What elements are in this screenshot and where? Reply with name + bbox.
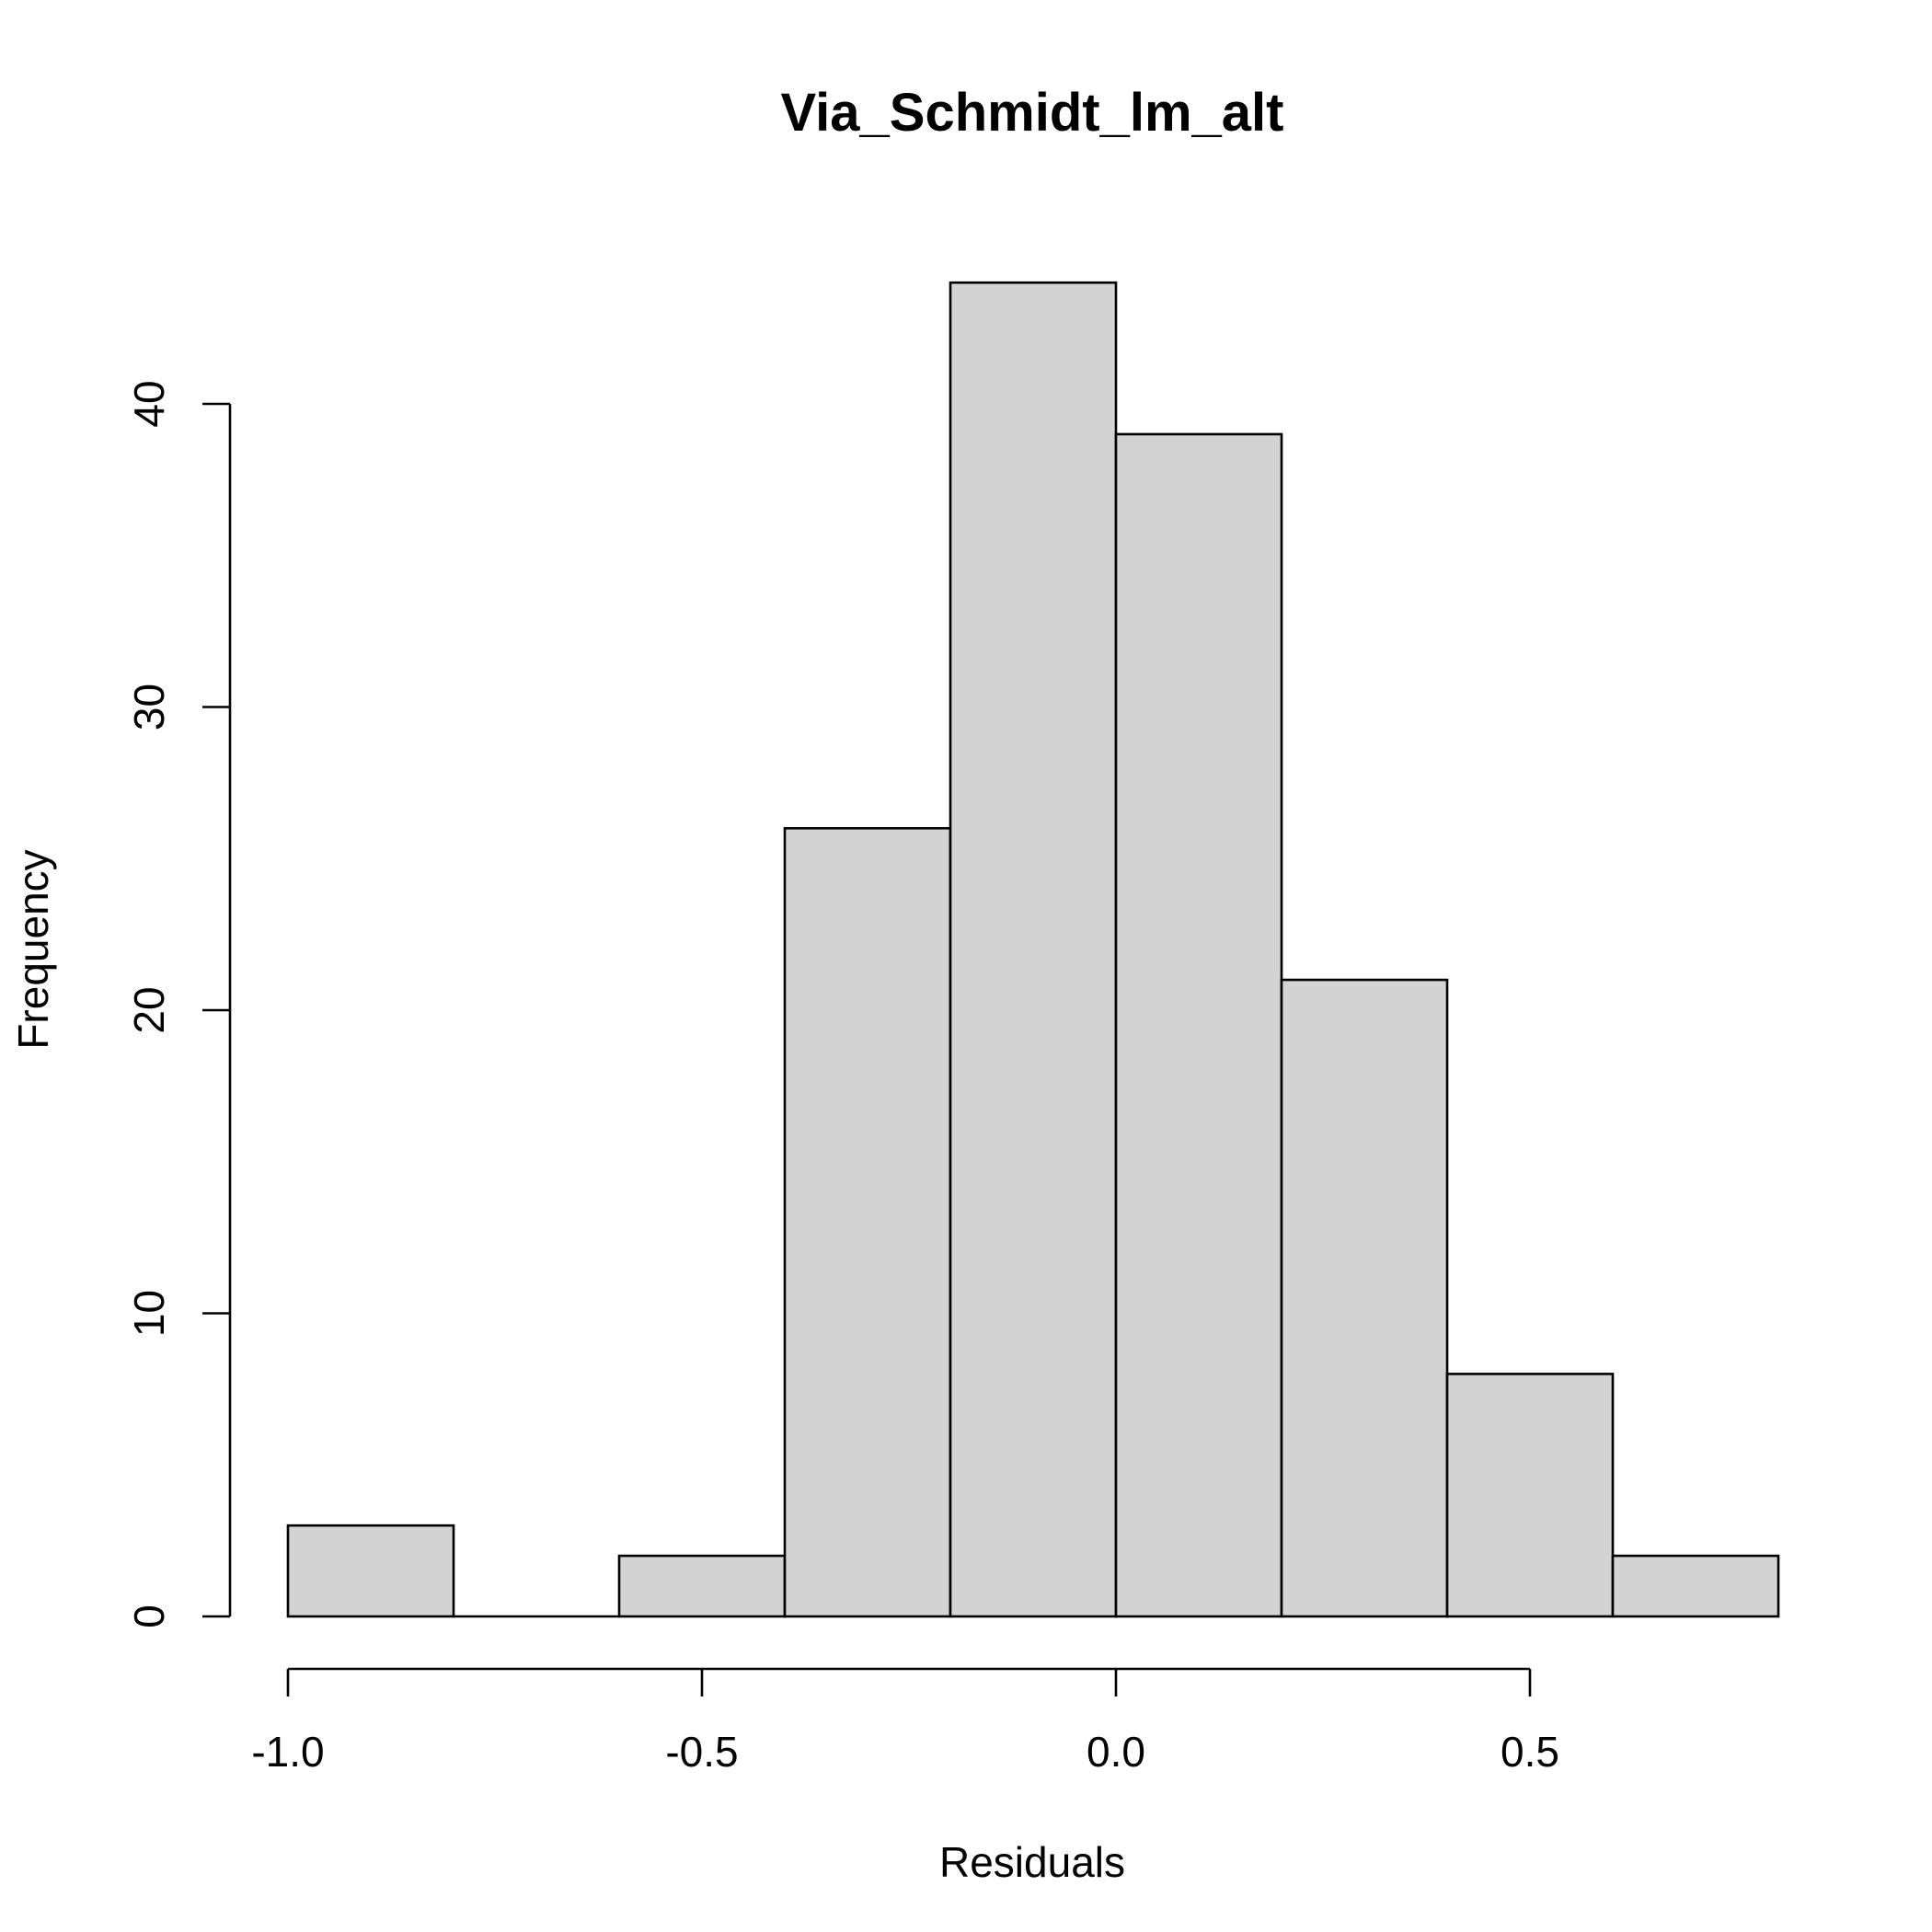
y-tick-label: 0	[125, 1604, 173, 1628]
y-tick-label: 30	[125, 684, 173, 730]
histogram-bar-0	[286, 1524, 455, 1618]
x-axis-label: Residuals	[939, 1838, 1125, 1886]
y-tick-label: 20	[125, 986, 173, 1033]
y-tick-label: 40	[125, 380, 173, 427]
x-axis: -1.0 -0.5 0.0 0.5	[251, 1667, 1559, 1776]
histogram-bar-2	[617, 1554, 787, 1618]
y-axis: 0 10 20 30 40	[125, 380, 232, 1628]
x-tick-label: -1.0	[251, 1728, 324, 1776]
histogram-bar-4	[949, 281, 1118, 1618]
y-tick-label: 10	[125, 1290, 173, 1337]
chart-title: Via_Schmidt_lm_alt	[781, 83, 1284, 143]
x-tick-label: 0.0	[1087, 1728, 1145, 1776]
x-tick-label: -0.5	[665, 1728, 738, 1776]
histogram-bar-8	[1611, 1554, 1780, 1618]
histogram-bar-3	[783, 826, 952, 1618]
histogram-bar-7	[1445, 1373, 1615, 1618]
histogram-bar-6	[1280, 978, 1449, 1618]
x-tick-label: 0.5	[1501, 1728, 1559, 1776]
y-axis-label: Frequency	[9, 849, 57, 1049]
histogram-bar-5	[1114, 432, 1283, 1618]
bars-group	[286, 281, 1780, 1618]
